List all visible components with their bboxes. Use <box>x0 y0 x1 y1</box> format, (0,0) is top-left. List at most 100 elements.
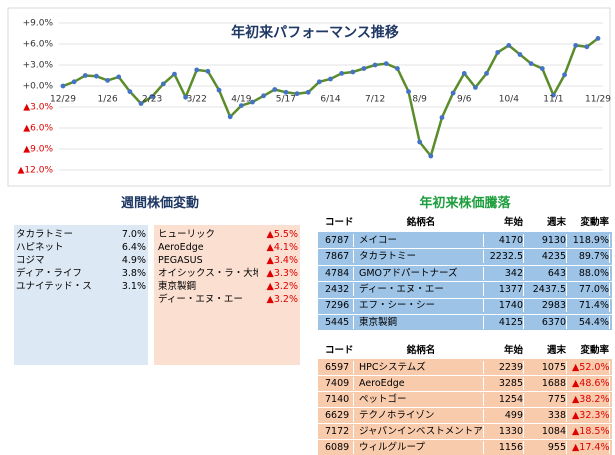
data-point <box>506 43 512 48</box>
row-line <box>318 375 612 376</box>
data-point <box>595 36 601 41</box>
x-tick-label: 10/4 <box>499 95 519 105</box>
x-tick-label: 8/9 <box>412 95 427 105</box>
data-point <box>584 44 590 50</box>
table-cell: 2232.5 <box>489 250 524 264</box>
table-cell: 118.9% <box>572 233 610 247</box>
data-point <box>138 101 144 106</box>
x-tick-label: 9/6 <box>457 95 472 105</box>
chart-frame <box>7 7 611 187</box>
data-point <box>294 91 300 97</box>
table-cell: 1330 <box>489 424 524 438</box>
table-cell: 1075 <box>529 360 567 374</box>
data-point <box>261 93 267 99</box>
table-header: 銘柄名 <box>406 217 436 228</box>
y-tick-label: +6.0% <box>23 40 54 50</box>
table-cell: 88.0% <box>572 266 610 280</box>
row-line <box>318 264 612 266</box>
data-point <box>450 90 456 96</box>
data-point <box>283 89 289 95</box>
table-cell: 1377 <box>489 282 524 296</box>
y-tick-label: ▲9.0% <box>23 145 53 155</box>
table-header: 変動率 <box>580 217 609 228</box>
table-cell: 2239 <box>489 360 524 374</box>
x-tick-label: 4/19 <box>231 95 251 105</box>
stock-change: ▲3.3% <box>266 268 298 279</box>
data-point <box>350 69 356 75</box>
stock-change: ▲5.5% <box>266 229 298 240</box>
row-line <box>318 391 612 392</box>
data-point <box>551 92 556 98</box>
table-cell: 54.4% <box>572 315 610 329</box>
row-line <box>318 281 612 283</box>
weekly-title: 週間株価変動 <box>120 196 199 211</box>
data-point <box>383 61 389 66</box>
table-cell: 2983 <box>529 299 567 313</box>
data-point <box>160 81 166 87</box>
stock-change: ▲3.2% <box>266 294 298 305</box>
stock-name: PEGASUS <box>158 255 203 266</box>
stock-name: ハピネット <box>16 242 64 253</box>
table-cell: 6629 <box>325 408 354 422</box>
table-cell: 7409 <box>325 376 354 390</box>
table-cell: 1084 <box>529 424 567 438</box>
table-cell: ▲48.6% <box>572 376 610 390</box>
table-cell: 3285 <box>489 376 524 390</box>
data-point <box>472 85 478 90</box>
data-point <box>127 89 133 94</box>
table-cell: 7296 <box>325 299 354 313</box>
table-cell: 499 <box>489 408 524 422</box>
stock-name: ユナイテッド・スーパー <box>16 281 92 292</box>
data-point <box>428 153 434 159</box>
y-tick-label: ▲3.0% <box>23 103 53 113</box>
data-point <box>528 61 534 66</box>
ytd-title: 年初来株価騰落 <box>419 196 511 211</box>
table-cell: 7867 <box>325 250 354 264</box>
table-cell: 6370 <box>529 315 567 329</box>
data-point <box>216 87 222 93</box>
stock-change: 3.1% <box>121 281 146 292</box>
data-point <box>172 71 177 77</box>
data-point <box>183 94 189 100</box>
table-cell: AeroEdge <box>359 376 484 390</box>
stock-change: 4.9% <box>121 255 146 266</box>
x-tick-label: 3/22 <box>187 95 207 105</box>
losers-box <box>154 225 300 365</box>
stock-name: ディア・ライフ <box>16 268 82 279</box>
data-point <box>149 94 155 99</box>
data-point <box>305 89 311 95</box>
table-cell: 77.0% <box>572 282 610 296</box>
row-line <box>318 407 612 408</box>
stock-change: 3.8% <box>121 268 146 279</box>
table-cell: 2437.5 <box>529 282 567 296</box>
chart: 年初来パフォーマンス推移 +9.0% +6.0% +3.0% +0.0% ▲3.0% ▲6… <box>7 7 611 187</box>
data-point <box>372 62 378 68</box>
table-cell: 6597 <box>325 360 354 374</box>
data-point <box>539 66 545 71</box>
data-point <box>105 78 110 83</box>
stock-change: ▲4.1% <box>266 242 298 253</box>
table-cell: 643 <box>529 266 567 280</box>
row-line <box>318 439 612 440</box>
data-point <box>227 114 233 120</box>
stock-change: 7.0% <box>121 229 146 240</box>
data-point <box>361 66 367 71</box>
y-tick-label: +3.0% <box>23 61 54 71</box>
data-point <box>339 71 345 76</box>
table-cell: ▲38.2% <box>572 392 610 406</box>
x-tick-label: 5/17 <box>276 95 296 105</box>
data-point <box>250 99 255 105</box>
row-line <box>318 423 612 424</box>
data-point <box>417 139 423 145</box>
data-point <box>60 83 66 89</box>
table-cell: 東京製鋼 <box>359 315 484 329</box>
stock-name: 東京製鋼 <box>158 281 197 292</box>
table-header: 変動率 <box>580 345 609 356</box>
table-cell: 955 <box>529 440 567 454</box>
table-cell: 1688 <box>529 376 567 390</box>
table-cell: 338 <box>529 408 567 422</box>
data-point <box>71 79 77 85</box>
data-point <box>316 79 322 85</box>
table-cell: メイコー <box>359 233 484 247</box>
y-tick-label: +9.0% <box>23 19 54 29</box>
